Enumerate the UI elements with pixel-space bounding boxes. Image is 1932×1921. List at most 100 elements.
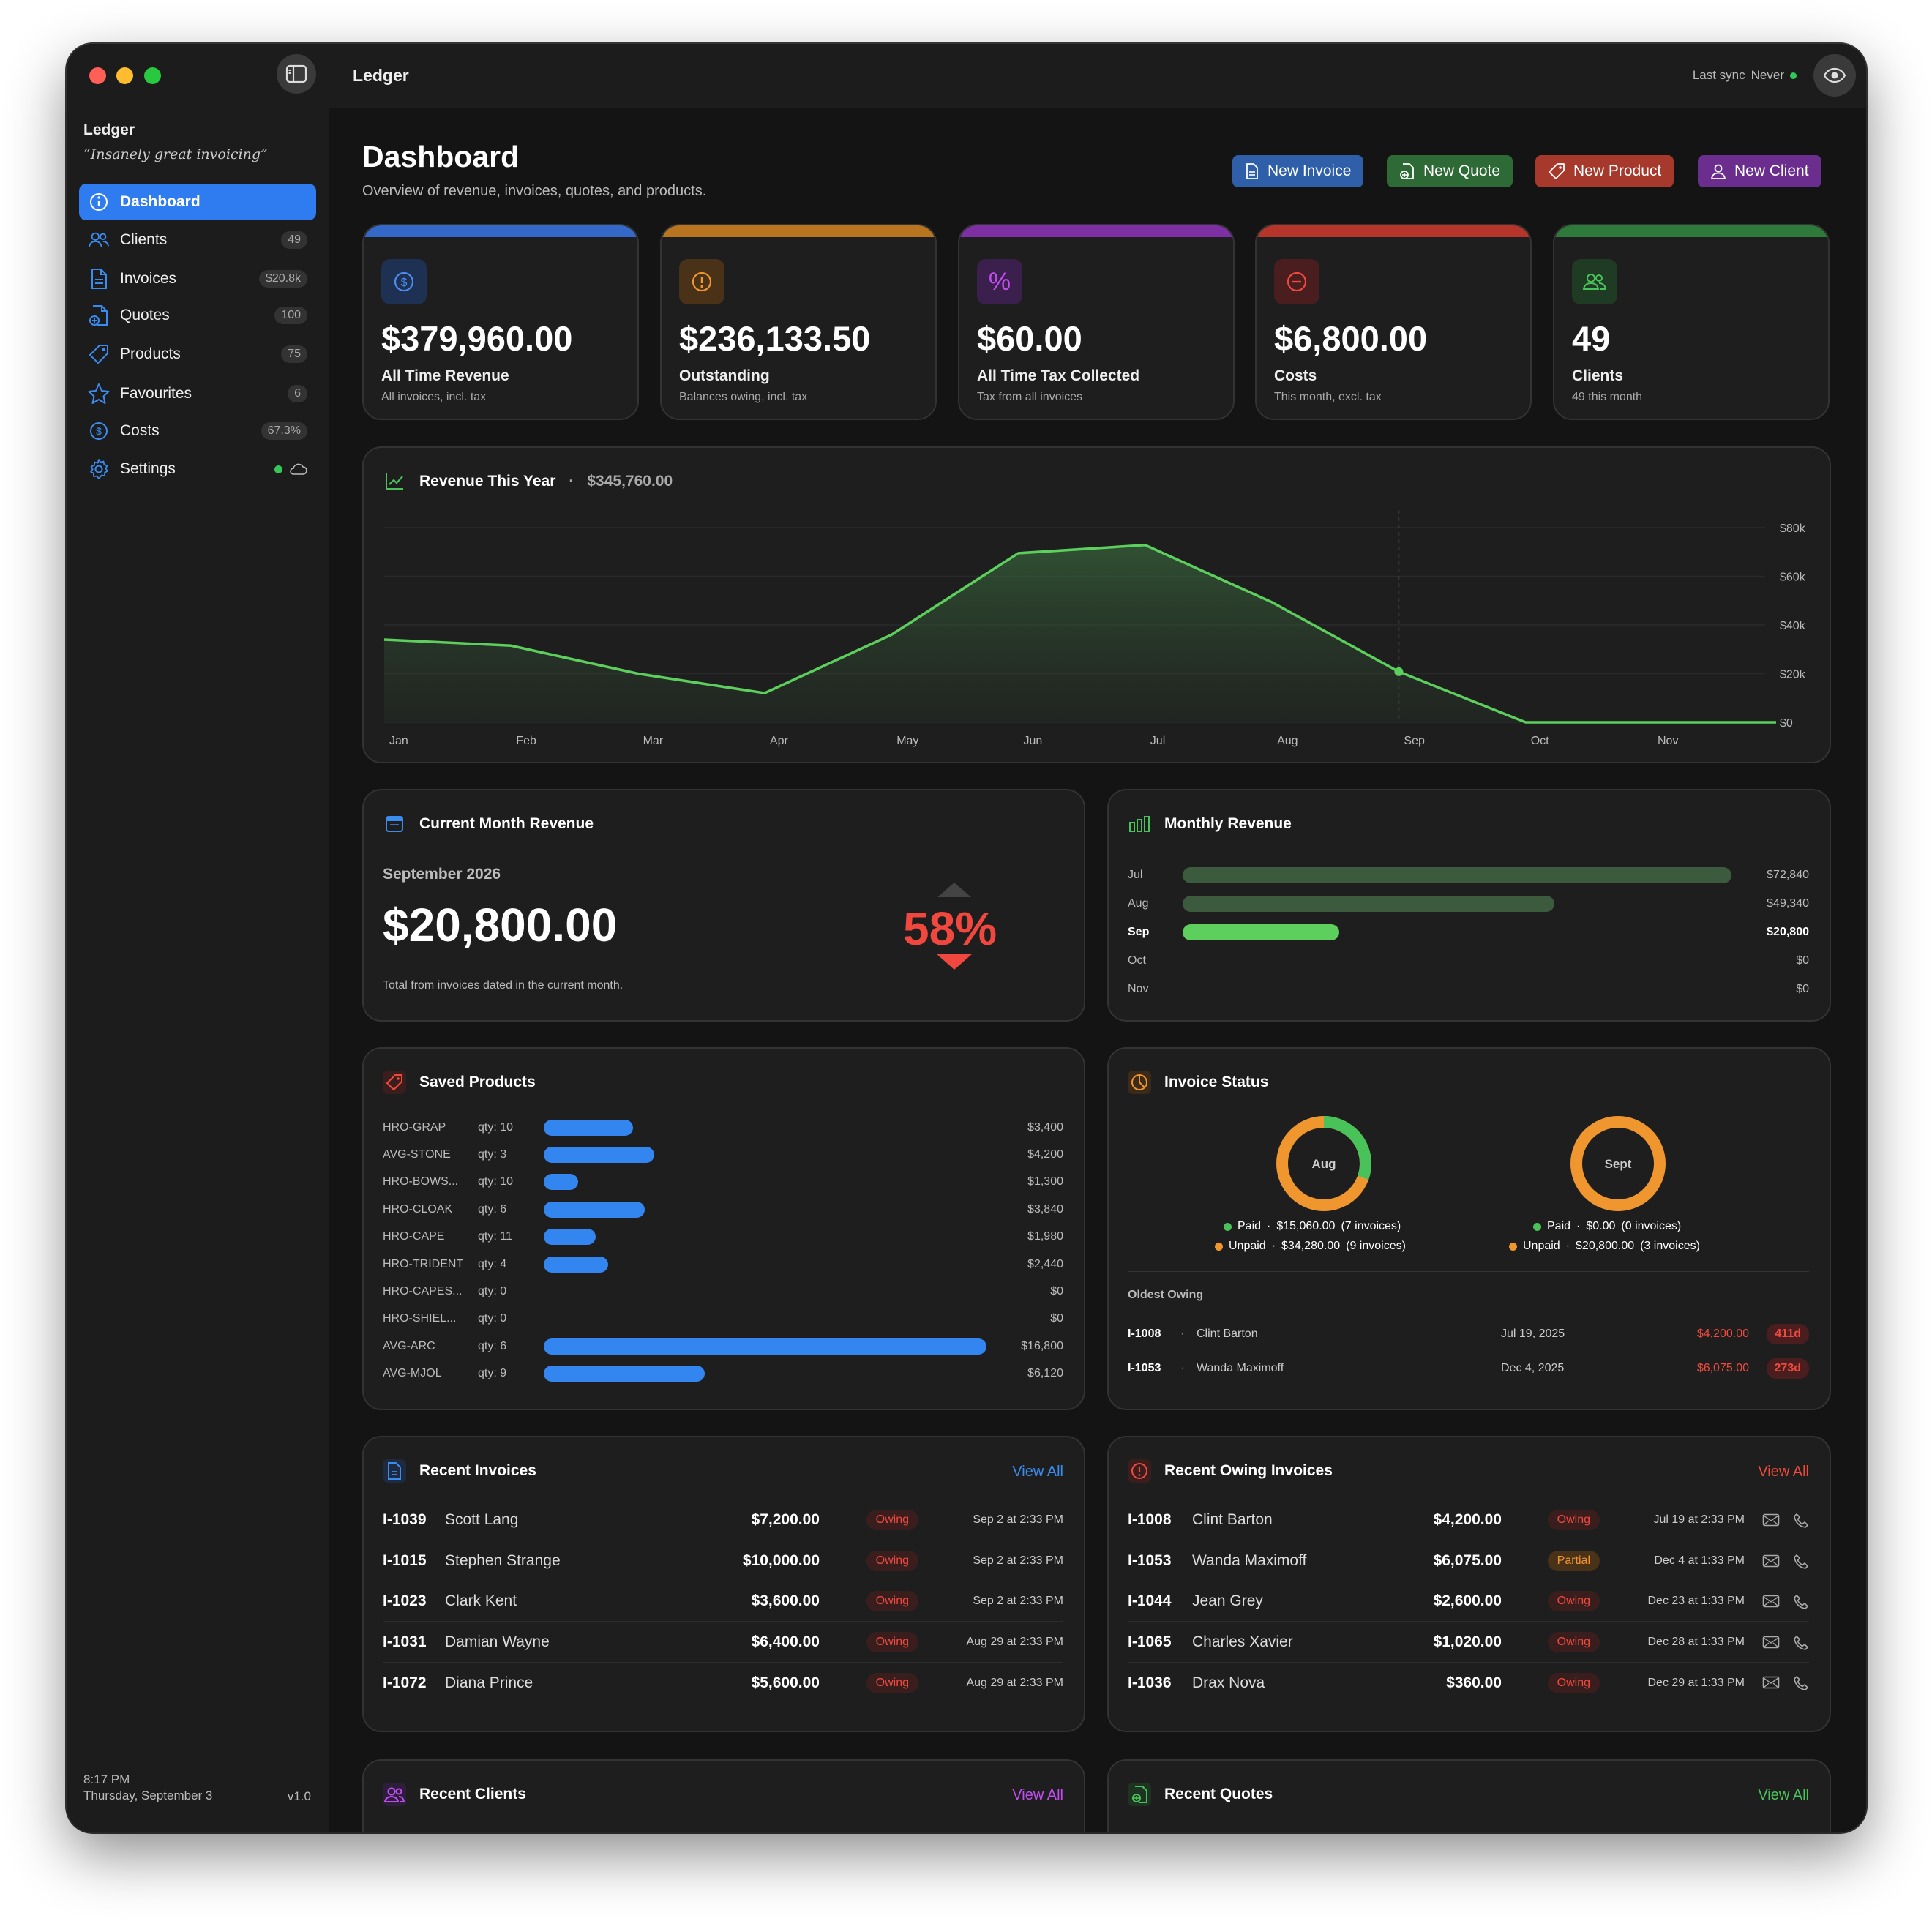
sidebar-item-favourites[interactable]: Favourites 6: [79, 375, 316, 412]
privacy-toggle-button[interactable]: [1813, 54, 1856, 97]
sidebar-item-products[interactable]: Products 75: [79, 336, 316, 372]
invoice-id: I-1039: [383, 1511, 427, 1528]
current-month-point[interactable]: [1394, 667, 1404, 676]
new-quote-button[interactable]: New Quote: [1387, 155, 1513, 187]
sidebar-toggle-icon: [285, 64, 307, 83]
view-all-quotes-link[interactable]: View All: [1758, 1787, 1809, 1803]
sidebar-item-settings[interactable]: Settings: [79, 451, 316, 487]
sidebar-item-quotes[interactable]: Quotes 100: [79, 297, 316, 334]
legend-amount: $20,800.00: [1576, 1240, 1635, 1252]
paid-arc: [1276, 1116, 1371, 1211]
invoice-row[interactable]: I-1023 Clark Kent $3,600.00 Owing Sep 2 at 2…: [383, 1581, 1063, 1622]
mail-icon[interactable]: [1762, 1554, 1780, 1571]
alert-icon: [679, 259, 724, 304]
invoice-row[interactable]: I-1072 Diana Prince $5,600.00 Owing Aug 29 a…: [383, 1663, 1063, 1703]
svg-text:$: $: [401, 277, 408, 289]
new-invoice-button[interactable]: New Invoice: [1232, 155, 1364, 187]
saved-product-row[interactable]: HRO-SHIEL... qty: 0 $0: [383, 1306, 1063, 1333]
sidebar-item-dashboard[interactable]: Dashboard: [79, 184, 316, 220]
recent-invoices-card: Recent Invoices View All I-1039 Scott Lan…: [362, 1436, 1085, 1732]
mail-icon[interactable]: [1762, 1636, 1780, 1652]
product-price: $0: [1050, 1284, 1063, 1297]
sidebar-item-badge: 49: [281, 231, 307, 249]
sidebar-item-costs[interactable]: $ Costs 67.3%: [79, 413, 316, 449]
sidebar-item-clients[interactable]: Clients 49: [79, 222, 316, 258]
invoice-row[interactable]: I-1015 Stephen Strange $10,000.00 Owing Sep …: [383, 1541, 1063, 1581]
status-badge: Owing: [866, 1510, 918, 1530]
mail-icon[interactable]: [1762, 1595, 1780, 1611]
invoice-row[interactable]: I-1065 Charles Xavier $1,020.00 Owing Dec 28…: [1128, 1622, 1809, 1663]
new-product-button[interactable]: New Product: [1535, 155, 1674, 187]
mail-icon[interactable]: [1762, 1513, 1780, 1530]
x-tick-label: Feb: [516, 735, 536, 747]
saved-product-row[interactable]: AVG-STONE qty: 3 $4,200: [383, 1141, 1063, 1168]
phone-icon[interactable]: [1793, 1675, 1809, 1695]
saved-product-row[interactable]: HRO-CAPE qty: 11 $1,980: [383, 1224, 1063, 1251]
age-badge: 273d: [1766, 1358, 1809, 1379]
invoice-row[interactable]: I-1031 Damian Wayne $6,400.00 Owing Aug 29 a…: [383, 1622, 1063, 1663]
view-all-owing-link[interactable]: View All: [1758, 1464, 1809, 1480]
separator-dot: ·: [1576, 1220, 1581, 1232]
saved-product-row[interactable]: AVG-ARC qty: 6 $16,800: [383, 1333, 1063, 1360]
users-icon: [383, 1783, 406, 1806]
kpi-card-clients[interactable]: 49 Clients 49 this month: [1553, 224, 1830, 420]
invoice-amount: $7,200.00: [751, 1511, 820, 1528]
phone-icon[interactable]: [1793, 1594, 1809, 1614]
minus-circle-icon: [1274, 259, 1319, 304]
saved-product-row[interactable]: HRO-TRIDENT qty: 4 $2,440: [383, 1251, 1063, 1278]
client-name: Charles Xavier: [1192, 1633, 1293, 1650]
view-all-invoices-link[interactable]: View All: [1012, 1464, 1063, 1480]
close-window-button[interactable]: [89, 67, 106, 84]
saved-product-row[interactable]: HRO-GRAP qty: 10 $3,400: [383, 1114, 1063, 1141]
quote-icon: [1400, 163, 1414, 179]
month-label: Sep: [1128, 925, 1150, 938]
sync-value: Never: [1751, 68, 1784, 82]
y-tick-label: $80k: [1780, 523, 1806, 535]
x-tick-label: Sep: [1404, 735, 1425, 747]
zoom-window-button[interactable]: [144, 67, 161, 84]
phone-icon[interactable]: [1793, 1635, 1809, 1655]
kpi-card-revenue[interactable]: $ $379,960.00 All Time Revenue All invoi…: [362, 224, 639, 420]
sidebar-item-label: Dashboard: [120, 193, 201, 210]
saved-product-row[interactable]: AVG-MJOL qty: 9 $6,120: [383, 1360, 1063, 1388]
invoice-row[interactable]: I-1036 Drax Nova $360.00 Owing Dec 29 at 1:3…: [1128, 1663, 1809, 1703]
monthly-revenue-bar: [1183, 924, 1340, 940]
product-price: $3,400: [1027, 1120, 1063, 1134]
kpi-card-costs[interactable]: $6,800.00 Costs This month, excl. tax: [1255, 224, 1532, 420]
saved-product-row[interactable]: HRO-CAPES... qty: 0 $0: [383, 1278, 1063, 1305]
invoice-date: Sep 2 at 2:33 PM: [973, 1513, 1063, 1526]
phone-icon[interactable]: [1793, 1513, 1809, 1532]
quote-icon: [1128, 1783, 1151, 1806]
phone-icon[interactable]: [1793, 1554, 1809, 1573]
invoice-row[interactable]: I-1039 Scott Lang $7,200.00 Owing Sep 2 at 2…: [383, 1500, 1063, 1540]
minimize-window-button[interactable]: [116, 67, 133, 84]
new-client-button[interactable]: New Client: [1698, 155, 1821, 187]
legend-unpaid-sept: Unpaid · $20,800.00 (3 invoices): [1509, 1240, 1700, 1253]
saved-product-row[interactable]: HRO-BOWS... qty: 10 $1,300: [383, 1169, 1063, 1196]
x-tick-label: Jun: [1024, 735, 1043, 747]
legend-count: (7 invoices): [1341, 1220, 1401, 1232]
invoice-row[interactable]: I-1008 Clint Barton $4,200.00 Owing Jul 19 a…: [1128, 1500, 1809, 1540]
sidebar-toggle-button[interactable]: [277, 54, 316, 94]
invoice-row[interactable]: I-1044 Jean Grey $2,600.00 Owing Dec 23 at 1…: [1128, 1581, 1809, 1622]
legend-label: Unpaid: [1229, 1240, 1266, 1252]
invoice-date: Jul 19, 2025: [1501, 1328, 1565, 1340]
invoice-row[interactable]: I-1053 Wanda Maximoff $6,075.00 Partial Dec …: [1128, 1541, 1809, 1581]
tag-icon: [1549, 163, 1565, 179]
app-window: Ledger “Insanely great invoicing” Dashbo…: [67, 44, 1866, 1832]
view-all-clients-link[interactable]: View All: [1012, 1787, 1063, 1803]
sidebar-item-invoices[interactable]: Invoices $20.8k: [79, 261, 316, 297]
kpi-card-tax[interactable]: % $60.00 All Time Tax Collected Tax from…: [958, 224, 1235, 420]
saved-product-row[interactable]: HRO-CLOAK qty: 6 $3,840: [383, 1196, 1063, 1223]
mail-icon[interactable]: [1762, 1676, 1780, 1693]
recent-invoices-title: Recent Invoices: [419, 1462, 536, 1479]
kpi-card-outstanding[interactable]: $236,133.50 Outstanding Balances owing, …: [660, 224, 937, 420]
oldest-owing-row[interactable]: I-1053 · Wanda Maximoff Dec 4, 2025 $6,075.0…: [1128, 1355, 1809, 1382]
oldest-owing-row[interactable]: I-1008 · Clint Barton Jul 19, 2025 $4,200.00…: [1128, 1321, 1809, 1347]
sidebar-item-badge: $20.8k: [258, 270, 307, 288]
invoice-id: I-1072: [383, 1674, 427, 1691]
product-sku: HRO-CAPE: [383, 1230, 445, 1243]
invoice-date: Dec 4, 2025: [1501, 1362, 1565, 1374]
invoice-status-title: Invoice Status: [1164, 1074, 1269, 1090]
monthly-revenue-row: Nov $0: [1128, 975, 1809, 1003]
